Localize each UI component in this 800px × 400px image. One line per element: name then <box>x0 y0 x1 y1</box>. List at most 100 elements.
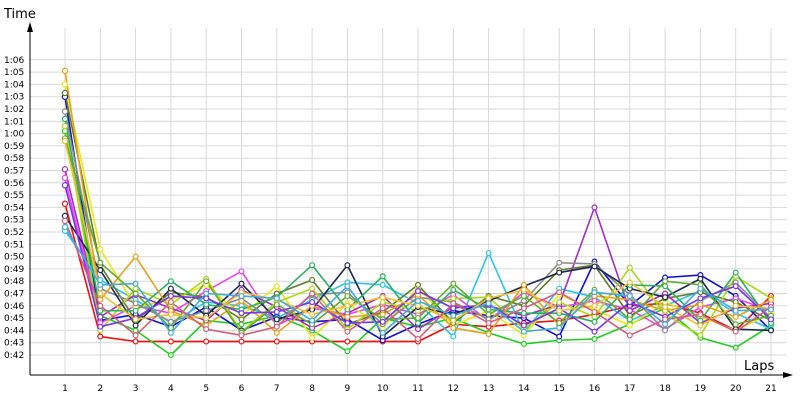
x-tick-label: 15 <box>553 384 564 394</box>
data-point <box>344 320 351 327</box>
x-tick-label: 6 <box>239 384 245 394</box>
y-axis-arrow <box>27 22 33 32</box>
y-tick-label: 0:56 <box>4 179 24 189</box>
data-point <box>662 304 669 311</box>
y-tick-label: 0:52 <box>4 228 24 238</box>
data-point <box>309 262 316 269</box>
data-point <box>61 115 69 123</box>
data-point <box>485 249 492 256</box>
data-point <box>97 259 104 266</box>
data-point <box>97 313 104 320</box>
data-point <box>626 316 633 323</box>
data-point <box>61 217 69 225</box>
y-tick-label: 0:53 <box>4 216 24 226</box>
data-point <box>97 296 104 303</box>
y-tick-label: 1:00 <box>4 130 24 140</box>
data-point <box>309 276 316 283</box>
data-point <box>97 323 104 330</box>
data-point <box>132 322 139 329</box>
data-point <box>273 295 280 302</box>
data-point <box>520 292 527 299</box>
data-point <box>732 307 739 314</box>
data-point <box>591 318 598 325</box>
data-point <box>556 299 563 306</box>
data-point <box>344 292 351 299</box>
data-point <box>238 316 245 323</box>
y-tick-label: 0:45 <box>4 314 24 324</box>
y-tick-label: 0:57 <box>4 167 24 177</box>
data-point <box>556 259 563 266</box>
data-point <box>591 328 598 335</box>
data-point <box>344 262 351 269</box>
x-axis-arrow <box>783 372 793 378</box>
data-point <box>450 317 457 324</box>
data-point <box>379 281 386 288</box>
y-tick-label: 0:58 <box>4 154 24 164</box>
data-point <box>626 322 633 329</box>
data-point <box>167 311 174 318</box>
data-point <box>97 302 104 309</box>
data-point <box>591 204 598 211</box>
data-point <box>61 200 69 207</box>
data-point <box>61 166 69 173</box>
data-point <box>732 344 739 351</box>
data-point <box>697 301 704 308</box>
data-point <box>132 338 139 345</box>
data-point <box>485 300 492 307</box>
data-point <box>238 268 245 275</box>
data-point <box>626 332 633 339</box>
data-point <box>273 329 280 336</box>
data-point <box>591 297 598 304</box>
x-tick-label: 20 <box>730 384 742 394</box>
data-point <box>626 279 633 286</box>
data-point <box>450 305 457 312</box>
data-point <box>485 331 492 338</box>
data-point <box>97 267 104 274</box>
data-point <box>238 310 245 317</box>
data-point <box>167 299 174 306</box>
series-group <box>61 67 774 359</box>
data-point <box>767 296 774 303</box>
data-point <box>415 288 422 295</box>
data-point <box>167 324 174 331</box>
data-point <box>485 295 492 302</box>
data-point <box>520 297 527 304</box>
data-point <box>344 348 351 355</box>
data-point <box>203 290 210 297</box>
x-axis-title: Laps <box>744 359 774 374</box>
data-point <box>344 313 351 320</box>
data-point <box>591 313 598 320</box>
data-point <box>662 283 669 290</box>
data-point <box>167 338 174 345</box>
data-point <box>61 89 69 97</box>
data-point <box>203 315 210 322</box>
x-tick-label: 21 <box>765 384 776 394</box>
data-point <box>485 306 492 313</box>
data-point <box>520 286 527 293</box>
y-tick-label: 0:43 <box>4 339 24 349</box>
data-point <box>450 286 457 293</box>
data-point <box>591 263 598 270</box>
data-point <box>97 333 104 340</box>
y-tick-label: 1:06 <box>4 56 24 66</box>
data-point <box>591 308 598 315</box>
data-point <box>626 264 633 271</box>
data-point <box>697 275 704 282</box>
x-tick-label: 17 <box>624 384 635 394</box>
data-point <box>132 332 139 339</box>
y-tick-label: 0:51 <box>4 240 24 250</box>
data-point <box>273 316 280 323</box>
data-point <box>556 324 563 331</box>
data-point <box>591 302 598 309</box>
x-tick-label: 9 <box>345 384 351 394</box>
data-point <box>485 311 492 318</box>
x-tick-label: 16 <box>589 384 601 394</box>
data-point <box>61 223 69 231</box>
data-point <box>167 352 174 359</box>
data-point <box>732 328 739 335</box>
data-point <box>309 290 316 297</box>
data-point <box>132 300 139 307</box>
data-point <box>61 123 69 130</box>
y-tick-label: 0:55 <box>4 191 24 201</box>
